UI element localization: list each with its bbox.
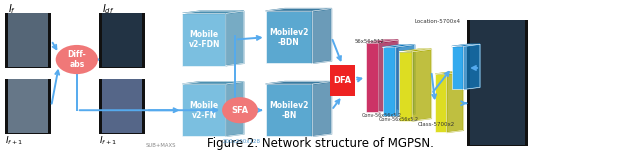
Text: $I_{f+1}$: $I_{f+1}$ — [99, 135, 117, 147]
Text: Mobilev2
-BDN: Mobilev2 -BDN — [269, 28, 308, 47]
Text: $I_{df}$: $I_{df}$ — [102, 2, 115, 16]
Bar — [435, 74, 447, 132]
Polygon shape — [266, 9, 332, 11]
Polygon shape — [463, 44, 480, 89]
Bar — [99, 13, 145, 68]
Bar — [266, 11, 312, 63]
Text: Diff-
abs: Diff- abs — [67, 50, 86, 69]
Polygon shape — [312, 82, 332, 136]
Bar — [366, 43, 379, 112]
Text: Mobile
v2-FDN: Mobile v2-FDN — [188, 30, 220, 49]
Text: SUB+MAXS: SUB+MAXS — [145, 143, 176, 148]
Text: DFA: DFA — [333, 76, 351, 85]
Polygon shape — [266, 82, 332, 84]
Polygon shape — [447, 72, 463, 132]
Text: SFA: SFA — [232, 106, 248, 115]
Bar — [102, 79, 142, 133]
Bar — [8, 79, 48, 133]
Polygon shape — [399, 49, 431, 52]
Bar — [470, 20, 525, 145]
Ellipse shape — [222, 97, 258, 123]
Bar — [99, 79, 145, 134]
Polygon shape — [312, 9, 332, 63]
Polygon shape — [366, 40, 398, 43]
Text: Mobilev2
-BN: Mobilev2 -BN — [269, 101, 308, 120]
Text: $I_{f+1}$: $I_{f+1}$ — [5, 135, 23, 147]
Polygon shape — [452, 44, 480, 47]
Ellipse shape — [56, 45, 98, 74]
Polygon shape — [396, 45, 415, 116]
Polygon shape — [226, 11, 244, 66]
Bar — [5, 79, 51, 134]
Bar — [266, 84, 312, 136]
Text: Figure 2. Network structure of MGPSN.: Figure 2. Network structure of MGPSN. — [207, 137, 433, 150]
Polygon shape — [383, 45, 415, 47]
Text: 200x200x128: 200x200x128 — [223, 139, 260, 144]
Bar — [102, 13, 142, 67]
Polygon shape — [412, 49, 431, 121]
Bar — [8, 13, 48, 67]
Text: Mobile
v2-FN: Mobile v2-FN — [189, 101, 219, 120]
Bar — [383, 47, 396, 116]
Text: 56x56x512: 56x56x512 — [355, 39, 385, 44]
Text: Conv-56x56x5,2: Conv-56x56x5,2 — [379, 117, 419, 122]
Polygon shape — [226, 82, 244, 136]
Bar — [182, 84, 226, 136]
Bar — [452, 47, 463, 89]
Bar — [399, 52, 412, 121]
Bar — [330, 65, 355, 96]
Polygon shape — [435, 72, 463, 74]
Text: Conv-56x56x5,2: Conv-56x56x5,2 — [362, 112, 402, 117]
Polygon shape — [379, 40, 398, 112]
Bar — [467, 20, 528, 146]
Bar — [182, 13, 226, 66]
Text: Class-5700x2: Class-5700x2 — [417, 122, 454, 127]
Text: Location-5700x4: Location-5700x4 — [415, 19, 461, 24]
Polygon shape — [182, 82, 244, 84]
Bar — [5, 13, 51, 68]
Text: $I_f$: $I_f$ — [8, 2, 17, 16]
Polygon shape — [182, 11, 244, 13]
